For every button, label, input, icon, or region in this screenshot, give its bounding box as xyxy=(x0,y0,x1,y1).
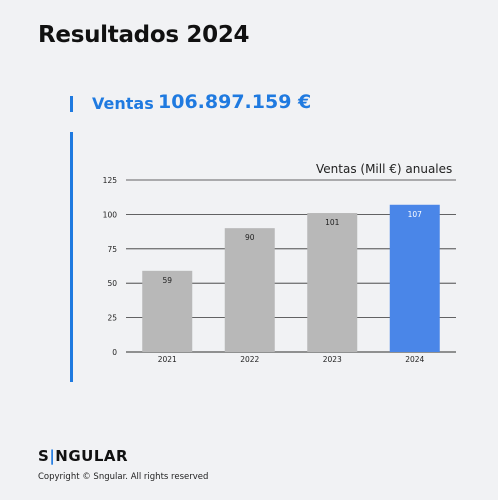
x-tick-label: 2022 xyxy=(240,355,259,364)
x-tick-label: 2021 xyxy=(158,355,177,364)
y-tick-label: 0 xyxy=(112,348,117,357)
kpi-accent-bar xyxy=(70,96,73,112)
kpi-label: Ventas xyxy=(92,94,154,113)
page-title: Resultados 2024 xyxy=(38,22,250,48)
copyright-text: Copyright © Sngular. All rights reserved xyxy=(38,472,209,482)
bar xyxy=(307,213,358,352)
y-tick-label: 125 xyxy=(103,176,118,185)
chart-accent-bar xyxy=(70,132,73,382)
chart-title: Ventas (Mill €) anuales xyxy=(316,162,453,176)
y-tick-label: 75 xyxy=(107,245,117,254)
y-tick-label: 50 xyxy=(107,279,117,288)
bar xyxy=(389,204,440,352)
data-label: 59 xyxy=(162,276,172,285)
data-label: 90 xyxy=(245,233,255,242)
bar xyxy=(142,270,193,352)
kpi-value: 106.897.159 € xyxy=(158,91,312,113)
bar xyxy=(224,228,275,352)
data-label: 101 xyxy=(325,218,340,227)
brand-logo: S|NGULAR xyxy=(38,447,129,465)
x-tick-label: 2023 xyxy=(323,355,342,364)
y-tick-label: 25 xyxy=(107,314,117,323)
data-label: 107 xyxy=(408,210,423,219)
x-tick-label: 2024 xyxy=(405,355,424,364)
y-tick-label: 100 xyxy=(103,210,118,219)
